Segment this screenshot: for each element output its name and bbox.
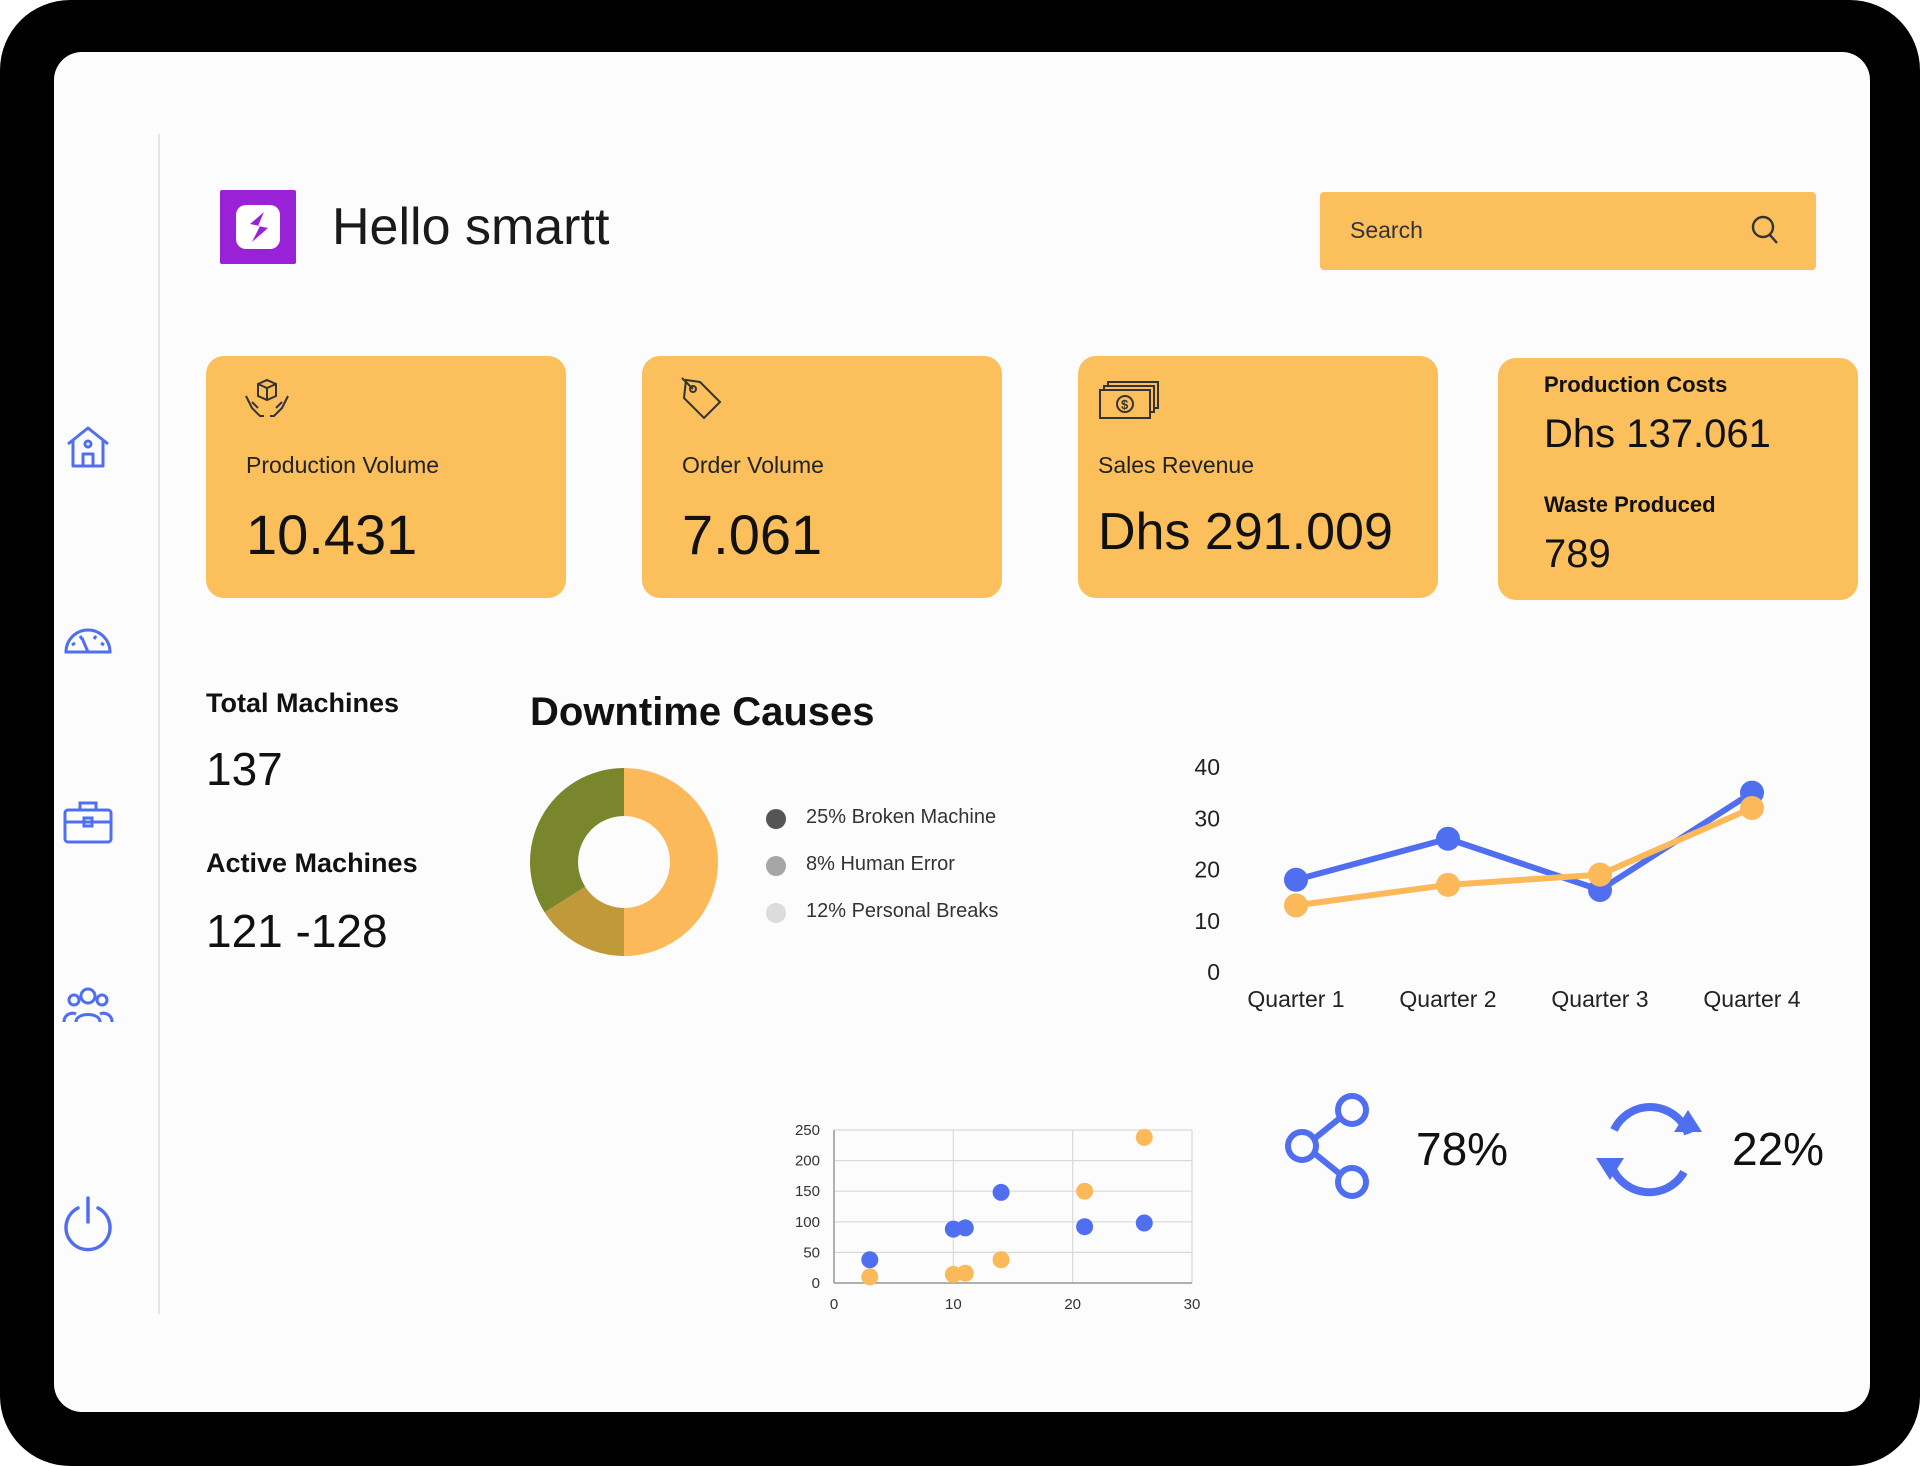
refresh-percentage: 22% xyxy=(1732,1123,1825,1175)
total-machines-label: Total Machines xyxy=(206,688,400,718)
legend-dot xyxy=(766,856,786,876)
series-line xyxy=(1295,805,1754,909)
kpi-card-production-costs[interactable]: Production Costs Dhs 137.061 Waste Produ… xyxy=(1498,358,1858,600)
kpi-card-sales-revenue[interactable]: $ Sales Revenue Dhs 291.009 xyxy=(1078,356,1438,598)
sidebar-divider xyxy=(158,134,160,1314)
dashboard-screen: Hello smartt Search Production Volum xyxy=(54,52,1870,1412)
legend-dot xyxy=(766,903,786,923)
x-tick-label: Quarter 3 xyxy=(1551,986,1648,1012)
x-tick-label: Quarter 1 xyxy=(1247,986,1344,1012)
data-point xyxy=(1436,872,1460,897)
downtime-donut-chart xyxy=(530,768,718,956)
y-tick-label: 20 xyxy=(1194,857,1220,883)
total-machines-value: 137 xyxy=(206,743,283,795)
data-point xyxy=(1588,862,1612,887)
active-machines-label: Active Machines xyxy=(206,848,418,878)
kpi-label: Sales Revenue xyxy=(1098,452,1254,478)
search-input[interactable]: Search xyxy=(1350,217,1423,243)
briefcase-icon[interactable] xyxy=(54,798,122,858)
x-tick-label: Quarter 4 xyxy=(1703,986,1800,1012)
y-tick-label: 0 xyxy=(1207,959,1220,985)
team-icon[interactable] xyxy=(54,984,122,1044)
refresh-icon[interactable] xyxy=(1584,1090,1714,1205)
x-tick-label: 0 xyxy=(830,1296,838,1313)
power-icon[interactable] xyxy=(54,1194,122,1254)
svg-text:$: $ xyxy=(1121,397,1129,412)
kpi-card-production-volume[interactable]: Production Volume 10.431 xyxy=(206,356,566,598)
y-tick-label: 200 xyxy=(795,1153,820,1170)
kpi-card-order-volume[interactable]: Order Volume 7.061 xyxy=(642,356,1002,598)
kpi-value: Dhs 291.009 xyxy=(1098,503,1393,561)
money-stack-icon: $ xyxy=(1096,376,1160,429)
search-icon[interactable] xyxy=(1748,212,1782,253)
legend-label: 12% Personal Breaks xyxy=(806,900,999,922)
x-tick-label: 30 xyxy=(1184,1296,1201,1313)
legend-label: 8% Human Error xyxy=(806,853,955,875)
production-costs-value: Dhs 137.061 xyxy=(1544,412,1771,456)
greeting-title: Hello smartt xyxy=(332,198,610,256)
data-point xyxy=(1740,796,1764,820)
x-tick-label: Quarter 2 xyxy=(1399,986,1496,1012)
search-bar[interactable]: Search xyxy=(1320,192,1816,270)
scatter-chart: 0 50 100 150 200 250 0 10 20 30 xyxy=(795,1122,1201,1313)
data-point xyxy=(1284,867,1308,892)
x-tick-label: 10 xyxy=(945,1296,962,1313)
data-point xyxy=(1284,893,1308,918)
scatter-point xyxy=(861,1251,879,1269)
kpi-value: 10.431 xyxy=(246,503,418,566)
waste-produced-value: 789 xyxy=(1544,532,1611,576)
x-tick-label: 20 xyxy=(1064,1296,1081,1313)
legend-dot xyxy=(766,809,786,829)
scatter-point xyxy=(1076,1218,1094,1236)
active-machines-value: 121 -128 xyxy=(206,905,388,957)
scatter-point xyxy=(992,1183,1010,1201)
series-line xyxy=(1295,790,1754,893)
y-tick-label: 10 xyxy=(1194,908,1220,934)
scatter-point xyxy=(1135,1128,1153,1146)
price-tag-icon xyxy=(678,376,726,429)
scatter-point xyxy=(956,1264,974,1282)
y-tick-label: 250 xyxy=(795,1122,820,1139)
y-tick-label: 30 xyxy=(1194,805,1220,831)
donut-slice xyxy=(624,768,718,956)
home-icon[interactable] xyxy=(54,422,122,482)
scatter-point xyxy=(992,1251,1010,1269)
scatter-point xyxy=(1076,1182,1094,1200)
scatter-point xyxy=(956,1219,974,1237)
share-percentage: 78% xyxy=(1416,1123,1509,1175)
y-tick-label: 40 xyxy=(1194,754,1220,780)
kpi-label: Production Volume xyxy=(246,452,440,478)
share-icon[interactable] xyxy=(1282,1092,1378,1207)
production-costs-label: Production Costs xyxy=(1544,372,1728,397)
data-point xyxy=(1436,826,1460,851)
kpi-value: 7.061 xyxy=(682,503,823,566)
box-in-hands-icon xyxy=(242,376,292,429)
kpi-label: Order Volume xyxy=(682,452,824,478)
y-tick-label: 0 xyxy=(812,1275,820,1292)
scatter-point xyxy=(861,1268,879,1286)
legend-label: 25% Broken Machine xyxy=(806,806,997,828)
y-tick-label: 100 xyxy=(795,1214,820,1231)
waste-produced-label: Waste Produced xyxy=(1544,492,1716,517)
donut-slice xyxy=(544,886,624,956)
speedometer-icon[interactable] xyxy=(54,618,122,678)
y-tick-label: 150 xyxy=(795,1183,820,1200)
quarterly-line-chart: 0 10 20 30 40 Quarter 1 Quarter 2 Quarter 3 Quar… xyxy=(1194,754,1800,1012)
downtime-chart-title: Downtime Causes xyxy=(530,690,875,734)
app-logo xyxy=(220,190,296,264)
donut-slice xyxy=(530,768,624,913)
y-tick-label: 50 xyxy=(803,1244,820,1261)
scatter-point xyxy=(1135,1214,1153,1232)
